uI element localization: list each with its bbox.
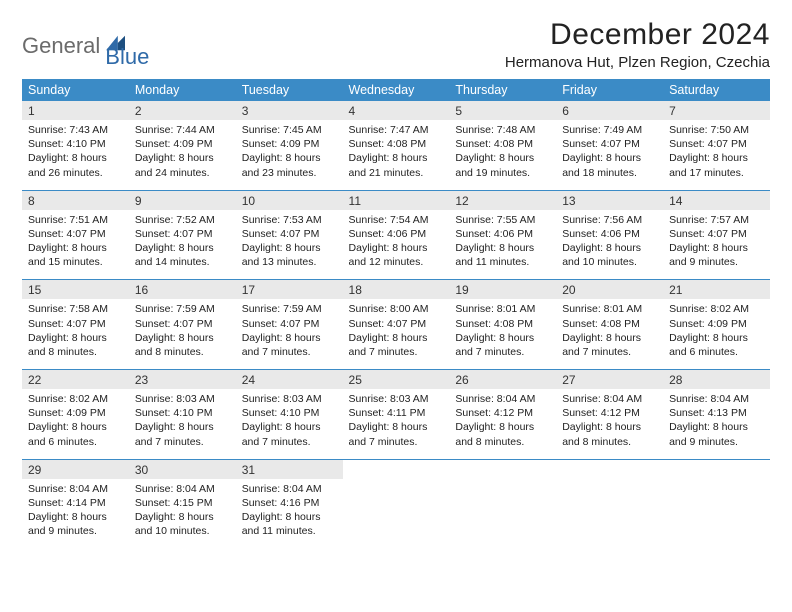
day-number-cell: 22 xyxy=(22,370,129,389)
dow-tuesday: Tuesday xyxy=(236,79,343,101)
day-detail-cell: Sunrise: 8:00 AMSunset: 4:07 PMDaylight:… xyxy=(343,299,450,369)
day-number-cell xyxy=(663,460,770,479)
day-detail-cell xyxy=(663,479,770,549)
day-number-cell: 1 xyxy=(22,101,129,120)
day-detail-cell: Sunrise: 8:02 AMSunset: 4:09 PMDaylight:… xyxy=(22,389,129,459)
day-detail-cell: Sunrise: 8:04 AMSunset: 4:12 PMDaylight:… xyxy=(449,389,556,459)
day-number-cell: 27 xyxy=(556,370,663,389)
dow-saturday: Saturday xyxy=(663,79,770,101)
day-detail-cell: Sunrise: 7:53 AMSunset: 4:07 PMDaylight:… xyxy=(236,210,343,280)
day-detail-cell: Sunrise: 7:59 AMSunset: 4:07 PMDaylight:… xyxy=(236,299,343,369)
brand-logo: General Blue xyxy=(22,18,149,70)
day-number-cell: 15 xyxy=(22,280,129,299)
day-of-week-row: Sunday Monday Tuesday Wednesday Thursday… xyxy=(22,79,770,101)
day-detail-row: Sunrise: 7:43 AMSunset: 4:10 PMDaylight:… xyxy=(22,120,770,190)
day-number-cell: 2 xyxy=(129,101,236,120)
day-detail-row: Sunrise: 7:58 AMSunset: 4:07 PMDaylight:… xyxy=(22,299,770,369)
day-detail-cell: Sunrise: 7:59 AMSunset: 4:07 PMDaylight:… xyxy=(129,299,236,369)
day-number-cell: 25 xyxy=(343,370,450,389)
day-number-cell: 21 xyxy=(663,280,770,299)
day-detail-cell: Sunrise: 7:44 AMSunset: 4:09 PMDaylight:… xyxy=(129,120,236,190)
day-detail-cell: Sunrise: 7:50 AMSunset: 4:07 PMDaylight:… xyxy=(663,120,770,190)
day-number-cell: 6 xyxy=(556,101,663,120)
day-detail-cell: Sunrise: 8:02 AMSunset: 4:09 PMDaylight:… xyxy=(663,299,770,369)
day-number-cell: 20 xyxy=(556,280,663,299)
day-number-row: 891011121314 xyxy=(22,191,770,210)
day-number-cell: 30 xyxy=(129,460,236,479)
day-number-row: 293031 xyxy=(22,460,770,479)
calendar-table: Sunday Monday Tuesday Wednesday Thursday… xyxy=(22,79,770,548)
day-detail-cell: Sunrise: 8:04 AMSunset: 4:14 PMDaylight:… xyxy=(22,479,129,549)
day-detail-cell: Sunrise: 8:04 AMSunset: 4:15 PMDaylight:… xyxy=(129,479,236,549)
day-detail-cell: Sunrise: 7:55 AMSunset: 4:06 PMDaylight:… xyxy=(449,210,556,280)
day-detail-row: Sunrise: 7:51 AMSunset: 4:07 PMDaylight:… xyxy=(22,210,770,280)
month-title: December 2024 xyxy=(505,18,770,52)
day-detail-cell: Sunrise: 8:01 AMSunset: 4:08 PMDaylight:… xyxy=(556,299,663,369)
day-number-cell: 31 xyxy=(236,460,343,479)
day-number-cell: 10 xyxy=(236,191,343,210)
day-detail-cell: Sunrise: 7:58 AMSunset: 4:07 PMDaylight:… xyxy=(22,299,129,369)
dow-sunday: Sunday xyxy=(22,79,129,101)
day-detail-cell: Sunrise: 7:56 AMSunset: 4:06 PMDaylight:… xyxy=(556,210,663,280)
day-number-cell: 23 xyxy=(129,370,236,389)
day-detail-cell: Sunrise: 7:51 AMSunset: 4:07 PMDaylight:… xyxy=(22,210,129,280)
day-number-cell: 28 xyxy=(663,370,770,389)
day-detail-cell: Sunrise: 7:52 AMSunset: 4:07 PMDaylight:… xyxy=(129,210,236,280)
day-detail-row: Sunrise: 8:02 AMSunset: 4:09 PMDaylight:… xyxy=(22,389,770,459)
day-number-row: 22232425262728 xyxy=(22,370,770,389)
day-detail-cell: Sunrise: 7:47 AMSunset: 4:08 PMDaylight:… xyxy=(343,120,450,190)
day-detail-cell: Sunrise: 7:43 AMSunset: 4:10 PMDaylight:… xyxy=(22,120,129,190)
day-number-cell: 8 xyxy=(22,191,129,210)
dow-friday: Friday xyxy=(556,79,663,101)
header: General Blue December 2024 Hermanova Hut… xyxy=(22,18,770,71)
day-number-cell xyxy=(556,460,663,479)
day-number-cell xyxy=(449,460,556,479)
day-number-cell: 7 xyxy=(663,101,770,120)
day-number-cell xyxy=(343,460,450,479)
day-detail-cell: Sunrise: 8:04 AMSunset: 4:16 PMDaylight:… xyxy=(236,479,343,549)
day-number-cell: 14 xyxy=(663,191,770,210)
day-detail-cell: Sunrise: 7:49 AMSunset: 4:07 PMDaylight:… xyxy=(556,120,663,190)
day-number-cell: 3 xyxy=(236,101,343,120)
day-detail-cell: Sunrise: 8:03 AMSunset: 4:10 PMDaylight:… xyxy=(236,389,343,459)
day-number-cell: 9 xyxy=(129,191,236,210)
dow-thursday: Thursday xyxy=(449,79,556,101)
day-detail-row: Sunrise: 8:04 AMSunset: 4:14 PMDaylight:… xyxy=(22,479,770,549)
day-number-cell: 4 xyxy=(343,101,450,120)
day-detail-cell xyxy=(556,479,663,549)
day-detail-cell: Sunrise: 7:57 AMSunset: 4:07 PMDaylight:… xyxy=(663,210,770,280)
day-number-row: 15161718192021 xyxy=(22,280,770,299)
day-number-cell: 29 xyxy=(22,460,129,479)
brand-word-1: General xyxy=(22,33,100,59)
day-detail-cell: Sunrise: 8:01 AMSunset: 4:08 PMDaylight:… xyxy=(449,299,556,369)
day-number-cell: 19 xyxy=(449,280,556,299)
day-detail-cell: Sunrise: 8:04 AMSunset: 4:12 PMDaylight:… xyxy=(556,389,663,459)
day-number-cell: 17 xyxy=(236,280,343,299)
day-detail-cell: Sunrise: 7:54 AMSunset: 4:06 PMDaylight:… xyxy=(343,210,450,280)
day-detail-cell xyxy=(449,479,556,549)
day-detail-cell: Sunrise: 7:45 AMSunset: 4:09 PMDaylight:… xyxy=(236,120,343,190)
day-detail-cell: Sunrise: 7:48 AMSunset: 4:08 PMDaylight:… xyxy=(449,120,556,190)
day-number-cell: 16 xyxy=(129,280,236,299)
day-number-cell: 5 xyxy=(449,101,556,120)
day-detail-cell: Sunrise: 8:04 AMSunset: 4:13 PMDaylight:… xyxy=(663,389,770,459)
brand-word-2: Blue xyxy=(105,44,149,70)
day-number-cell: 11 xyxy=(343,191,450,210)
day-detail-cell: Sunrise: 8:03 AMSunset: 4:10 PMDaylight:… xyxy=(129,389,236,459)
day-number-cell: 18 xyxy=(343,280,450,299)
day-number-cell: 26 xyxy=(449,370,556,389)
day-detail-cell xyxy=(343,479,450,549)
day-number-row: 1234567 xyxy=(22,101,770,120)
day-number-cell: 24 xyxy=(236,370,343,389)
day-detail-cell: Sunrise: 8:03 AMSunset: 4:11 PMDaylight:… xyxy=(343,389,450,459)
dow-wednesday: Wednesday xyxy=(343,79,450,101)
location-subtitle: Hermanova Hut, Plzen Region, Czechia xyxy=(505,54,770,71)
day-number-cell: 13 xyxy=(556,191,663,210)
day-number-cell: 12 xyxy=(449,191,556,210)
dow-monday: Monday xyxy=(129,79,236,101)
title-block: December 2024 Hermanova Hut, Plzen Regio… xyxy=(505,18,770,71)
